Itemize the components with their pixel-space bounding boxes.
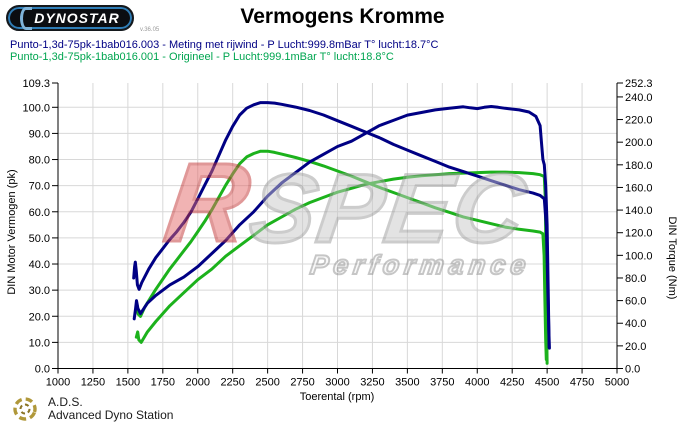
x-tick-label: 4000 <box>465 377 489 389</box>
y-left-tick-label: 70.0 <box>29 181 50 193</box>
y-right-tick-label: 100.0 <box>625 250 653 262</box>
curve-Nm <box>134 149 548 361</box>
page-title: Vermogens Kromme <box>240 5 445 28</box>
y-axis-left-title: DIN Motor Vermogen (pk) <box>6 169 18 294</box>
y-right-tick-label: 200.0 <box>625 137 653 149</box>
legend-run-001: Punto-1,3d-75pk-1bab016.001 - Origineel … <box>10 51 394 63</box>
y-right-tick-label: 20.0 <box>625 341 646 353</box>
y-left-tick-label: 90.0 <box>29 128 50 140</box>
legend-run-003: Punto-1,3d-75pk-1bab016.003 - Meting met… <box>10 39 439 51</box>
x-tick-label: 4500 <box>535 377 559 389</box>
x-tick-label: 1250 <box>81 377 105 389</box>
y-right-tick-label: 240.0 <box>625 92 653 104</box>
x-tick-label: 3750 <box>430 377 454 389</box>
ads-abbr: A.D.S. <box>48 395 83 409</box>
ads-footer: A.D.S. Advanced Dyno Station <box>10 394 173 424</box>
x-tick-label: 2500 <box>255 377 279 389</box>
y-left-tick-label: 0.0 <box>35 364 50 376</box>
y-left-tick-label: 50.0 <box>29 233 50 245</box>
y-right-tick-label: 180.0 <box>625 160 653 172</box>
y-left-tick-label: 10.0 <box>29 337 50 349</box>
x-tick-label: 2250 <box>220 377 244 389</box>
grid-lines <box>58 83 617 369</box>
x-tick-label: 2750 <box>290 377 314 389</box>
x-tick-label: 4750 <box>570 377 594 389</box>
curve-Nm <box>132 101 551 350</box>
axes <box>54 83 623 369</box>
x-tick-label: 3000 <box>325 377 349 389</box>
y-right-tick-label: 140.0 <box>625 205 653 217</box>
ads-name: Advanced Dyno Station <box>48 408 174 422</box>
x-tick-label: 3500 <box>395 377 419 389</box>
axis-ticks: 109.3 100.0 90.0 80.0 70.0 60.0 50.0 40.0 30.0 20… <box>22 78 652 389</box>
y-axis-right-title: DIN Torque (Nm) <box>666 217 678 300</box>
y-left-tick-label: 30.0 <box>29 285 50 297</box>
x-tick-label: 5000 <box>605 377 629 389</box>
curve-pk <box>132 105 551 350</box>
y-right-tick-label: 0.0 <box>625 364 640 376</box>
y-left-tick-label: 40.0 <box>29 259 50 271</box>
dynostar-logo: DYNOSTAR <box>6 5 134 31</box>
y-right-tick-label: 220.0 <box>625 115 653 127</box>
y-left-tick-label: 80.0 <box>29 155 50 167</box>
x-tick-label: 1000 <box>46 377 70 389</box>
logo-version-text: v.36.05 <box>140 27 160 33</box>
y-right-tick-label: 252.3 <box>625 78 653 90</box>
y-left-tick-label: 100.0 <box>22 102 50 114</box>
y-right-tick-label: 40.0 <box>625 318 646 330</box>
y-left-tick-label: 60.0 <box>29 207 50 219</box>
y-right-tick-label: 80.0 <box>625 273 646 285</box>
y-left-tick-label: 20.0 <box>29 311 50 323</box>
curve-pk <box>134 170 549 365</box>
x-tick-label: 4250 <box>500 377 524 389</box>
y-right-tick-label: 120.0 <box>625 228 653 240</box>
x-tick-label: 1750 <box>151 377 175 389</box>
x-axis-title: Toerental (rpm) <box>300 391 375 403</box>
x-tick-label: 3250 <box>360 377 384 389</box>
x-tick-label: 2000 <box>186 377 210 389</box>
y-right-tick-label: 160.0 <box>625 182 653 194</box>
ads-swirl-icon <box>13 397 37 421</box>
dyno-curves <box>132 101 551 365</box>
y-left-tick-label: 109.3 <box>22 78 50 90</box>
y-right-tick-label: 60.0 <box>625 296 646 308</box>
x-tick-label: 1500 <box>116 377 140 389</box>
dynostar-logo-text: DYNOSTAR <box>34 10 120 26</box>
dynostar-logo-arc-icon <box>20 6 33 30</box>
